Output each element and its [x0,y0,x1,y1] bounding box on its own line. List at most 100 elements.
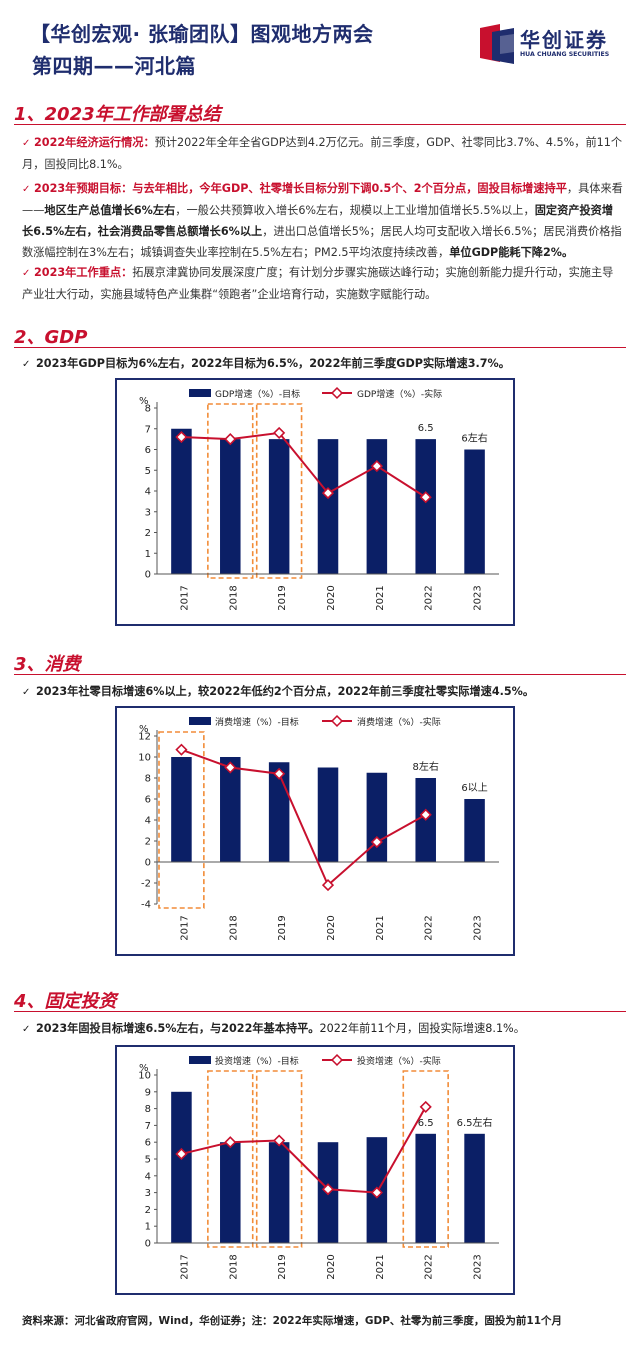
section-title-consumption: 3、消费 [14,654,81,675]
x-tick-label: 2022 [424,585,435,610]
x-tick-label: 2017 [179,915,190,940]
y-tick-label: 7 [145,1121,151,1132]
highlight-box [255,1070,303,1248]
bar-2018 [220,439,241,574]
actual-point-2021 [370,1186,383,1199]
y-tick-label: 5 [145,1155,151,1166]
y-tick-label: 6 [145,1138,151,1149]
y-tick-label: 4 [145,1171,151,1182]
bar-2018 [220,757,241,862]
y-tick-label: 1 [145,1222,151,1233]
check-icon: ✓ [22,1024,31,1035]
x-tick-label: 2023 [473,915,484,940]
legend-line-label: 消费增速（%）-实际 [357,716,441,728]
actual-point-2021 [370,835,383,849]
data-label: 6.5 [418,1118,434,1129]
y-tick-label: -2 [141,879,151,890]
actual-point-2019 [273,426,286,439]
section-divider [14,1011,626,1012]
summary-item-priorities: ✓ 2023年工作重点：拓展京津冀协同发展深度广度；有计划分步骤实施碳达峰行动；实… [22,262,624,305]
bar-2020 [317,439,339,574]
y-tick-label: 6 [145,795,151,806]
y-tick-label: 8 [145,774,151,785]
y-tick-label: 2 [145,528,151,539]
consumption-chart-svg: 消费增速（%）-目标 消费增速（%）-实际% -4 -2 0 2 4 6 8 10 12 2017 20… [138,714,499,941]
check-icon: ✓ [22,359,31,370]
bar-2023 [464,1133,485,1243]
x-tick-label: 2019 [277,915,288,940]
section-title-summary: 1、2023年工作部署总结 [14,104,221,125]
actual-point-2017 [175,430,188,444]
check-icon: ✓ [22,184,31,195]
check-icon: ✓ [22,138,31,149]
data-label: 8左右 [413,760,439,773]
y-tick-label: 10 [138,753,151,764]
bar-2023 [464,449,485,574]
chart-legend: 投资增速（%）-目标 投资增速（%）-实际 [189,1053,441,1067]
x-tick-label: 2018 [228,915,239,940]
legend-bar-swatch [189,389,211,397]
section-divider [14,674,626,675]
y-tick-label: 3 [145,1188,151,1199]
x-tick-label: 2019 [277,585,288,610]
x-tick-label: 2018 [228,1254,239,1279]
section-divider [14,124,626,125]
highlight-box [255,403,303,579]
check-icon: ✓ [22,268,31,279]
y-tick-label: 7 [145,424,151,435]
x-tick-label: 2023 [473,1254,484,1279]
highlight-box [158,731,205,909]
y-tick-label: 4 [145,487,151,498]
y-tick-label: 9 [145,1087,151,1098]
gdp-chart-svg: GDP增速（%）-目标 GDP增速（%）-实际% 0 1 2 3 4 5 6 7 8 2017 2018… [139,386,499,611]
legend-line-marker [330,714,344,728]
legend-bar-label: 消费增速（%）-目标 [215,716,299,728]
highlight-box [207,1070,254,1248]
legend-bar-label: GDP增速（%）-目标 [215,388,300,400]
bar-2017 [171,428,192,574]
check-icon: ✓ [22,687,31,698]
page-title: 【华创宏观· 张瑜团队】图观地方两会 [30,22,374,46]
logo-text: 华创证券 [520,28,608,52]
y-tick-label: 1 [145,549,151,560]
bar-2022 [415,1133,436,1243]
y-tick-label: 6 [145,445,151,456]
gdp-summary: ✓ 2023年GDP目标为6%左右，2022年目标为6.5%，2022年前三季度G… [22,357,510,370]
y-tick-label: 2 [145,837,151,848]
y-tick-label: 0 [145,570,151,581]
actual-point-2022 [419,808,432,821]
x-tick-label: 2020 [326,585,337,610]
actual-point-2020 [321,879,335,892]
legend-bar-swatch [189,717,211,725]
chart-legend: 消费增速（%）-目标 消费增速（%）-实际 [189,714,441,728]
data-label: 6左右 [461,432,487,445]
highlight-box [207,403,254,579]
section-title-gdp: 2、GDP [14,327,88,348]
investment-chart-svg: 投资增速（%）-目标 投资增速（%）-实际% 0 1 2 3 4 5 6 7 8 9 10 2017 201… [138,1053,499,1280]
section-title-investment: 4、固定投资 [14,991,117,1012]
y-tick-label: 5 [145,466,151,477]
actual-point-2019 [273,1134,286,1147]
y-tick-label: 10 [138,1071,151,1082]
actual-point-2022 [419,1100,432,1114]
actual-point-2019 [273,767,286,780]
bar-2023 [464,799,485,862]
actual-line [181,431,427,499]
bar-2019 [268,439,290,574]
legend-line-label: 投资增速（%）-实际 [357,1055,441,1067]
header: 【华创宏观· 张瑜团队】图观地方两会 第四期——河北篇 华创证券 HUA CHU… [0,0,640,92]
legend-bar-swatch [189,1056,211,1064]
y-tick-label: -4 [141,900,151,911]
x-tick-label: 2021 [375,915,386,940]
x-tick-label: 2020 [326,1254,337,1279]
bar-2017 [171,1091,192,1243]
actual-point-2020 [321,486,335,500]
x-tick-label: 2017 [179,585,190,610]
investment-chart: 投资增速（%）-目标 投资增速（%）-实际% 0 1 2 3 4 5 6 7 8 9 10 2017 201… [115,1045,515,1295]
actual-point-2022 [419,491,432,504]
x-tick-label: 2022 [424,915,435,940]
legend-line-marker [330,386,344,400]
actual-line [181,1106,427,1194]
bar-2020 [317,767,339,862]
source-note: 资料来源：河北省政府官网，Wind，华创证券；注：2022年实际增速，GDP、社… [22,1315,563,1327]
